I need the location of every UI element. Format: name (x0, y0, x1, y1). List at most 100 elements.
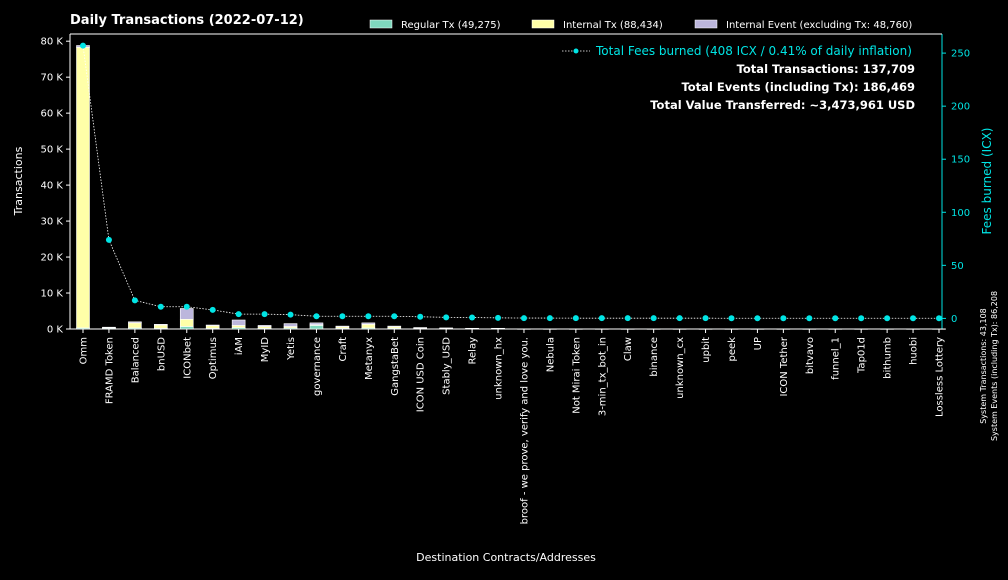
x-tick-label-19: Not Mirai Token (571, 337, 582, 414)
x-tick-label-27: ICON Tether (779, 336, 790, 396)
fees-polyline (82, 45, 939, 319)
bar-2-6 (231, 319, 246, 326)
fees-point-19 (572, 315, 579, 322)
fees-point-0 (80, 42, 86, 49)
x-tick-label-2: Balanced (130, 337, 141, 383)
x-tick-label-24: upbit (701, 337, 712, 363)
legend-swatch-0 (369, 19, 393, 29)
y2-axis-ticks: 0 50 100 150 200 250 (942, 49, 970, 325)
y2-axis-label: Fees burned (ICX) (980, 128, 994, 235)
x-tick-label-1: FRAMD Token (104, 337, 115, 404)
y2-tick-label-0: 0 (951, 314, 957, 325)
x-tick-label-8: Yetis (286, 337, 297, 361)
bar-1-3 (154, 324, 168, 329)
fees-point-2 (131, 297, 138, 304)
bar-1-6 (231, 325, 246, 328)
y-tick-label-5: 50 K (41, 145, 64, 156)
fees-point-29 (832, 315, 839, 322)
fees-point-8 (287, 311, 294, 318)
fees-point-12 (391, 313, 398, 320)
bar-2-5 (205, 324, 220, 327)
legend-label-1: Internal Tx (88,434) (563, 20, 663, 31)
fees-point-3 (157, 303, 164, 310)
fees-point-25 (728, 315, 735, 322)
bar-2-10 (335, 325, 350, 328)
fees-point-6 (235, 311, 242, 318)
y-tick-label-0: 0 K (47, 325, 64, 336)
x-tick-label-12: GangstaBet (390, 337, 401, 396)
y-axis-label: Transactions (12, 146, 25, 216)
info-line-1: Total Events (including Tx): 186,469 (681, 80, 915, 94)
fees-point-1 (105, 236, 112, 243)
x-tick-label-5: Optimus (208, 337, 219, 379)
bar-1-5 (205, 325, 220, 329)
bar-0-4 (179, 326, 194, 330)
x-tick-label-23: unknown_cx (675, 337, 686, 399)
fees-point-16 (495, 314, 502, 321)
fees-point-4 (183, 303, 190, 310)
fees-point-11 (365, 313, 372, 320)
fees-point-22 (650, 315, 657, 322)
bar-2-14 (439, 327, 453, 329)
bar-2-4 (179, 308, 194, 320)
y-tick-label-6: 60 K (41, 109, 64, 120)
x-tick-label-25: peek (727, 337, 738, 362)
x-tick-label-0: Omm (79, 337, 90, 364)
legend-label-2: Internal Event (excluding Tx: 48,760) (726, 20, 912, 31)
y-axis-ticks: 0 K 10 K 20 K 30 K 40 K 50 K 60 K 70 K 80 K (41, 37, 70, 336)
bar-2-16 (491, 327, 505, 330)
x-tick-label-22: binance (649, 337, 660, 377)
x-axis-label: Destination Contracts/Addresses (416, 551, 596, 564)
fees-point-18 (546, 315, 553, 322)
x-tick-label-21: Claw (623, 337, 634, 361)
bar-1-2 (128, 322, 142, 329)
x-tick-label-17: broof - we prove, verify and love you. (519, 337, 530, 524)
y-tick-label-8: 80 K (41, 37, 64, 48)
chart-title: Daily Transactions (2022-07-12) (70, 13, 304, 28)
x-axis-ticks: Omm FRAMD Token Balanced bnUSD ICONbet Optimu… (79, 329, 946, 524)
y-tick-label-7: 70 K (41, 73, 64, 84)
x-tick-label-13: ICON USD Coin (416, 337, 427, 412)
x-tick-label-6: iAM (234, 337, 245, 355)
bar-2-12 (387, 325, 402, 328)
bar-2-8 (283, 323, 298, 327)
fees-point-33 (936, 315, 942, 322)
x-tick-label-9: governance (312, 337, 323, 396)
info-line-0: Total Transactions: 137,709 (737, 62, 915, 76)
fees-point-9 (313, 313, 320, 320)
bar-1-0 (76, 47, 90, 329)
x-tick-label-3: bnUSD (156, 337, 167, 371)
legend: Regular Tx (49,275) Internal Tx (88,434) I… (369, 19, 912, 31)
x-tick-label-7: MyID (260, 337, 271, 362)
bar-1-11 (361, 324, 376, 329)
fees-point-13 (417, 313, 424, 320)
info-box: Total Fees burned (408 ICX / 0.41% of da… (562, 44, 915, 112)
side-note-1: System Events (including Tx): 86,208 (990, 291, 999, 441)
fees-point-28 (806, 315, 813, 322)
bar-0-9 (309, 325, 324, 330)
info-line-2: Total Value Transferred: ~3,473,961 USD (650, 98, 915, 112)
x-tick-label-32: huobi (909, 337, 920, 365)
y-tick-label-3: 30 K (41, 217, 64, 228)
fees-legend-marker (573, 48, 579, 54)
bar-2-3 (154, 324, 168, 326)
y2-tick-label-4: 200 (951, 102, 970, 113)
x-tick-label-30: Tap01d (857, 337, 868, 374)
legend-swatch-1 (531, 19, 555, 29)
fees-point-14 (443, 314, 450, 321)
y-tick-label-2: 20 K (41, 253, 64, 264)
x-tick-label-29: funnel_1 (831, 337, 842, 380)
fees-point-26 (754, 315, 761, 322)
fees-point-31 (884, 315, 891, 322)
bar-2-11 (361, 322, 376, 325)
bar-2-2 (128, 321, 142, 324)
fees-line (80, 42, 942, 322)
fees-point-10 (339, 313, 346, 320)
fees-point-15 (469, 314, 476, 321)
y2-tick-label-2: 100 (951, 208, 970, 219)
bars (76, 45, 946, 330)
fees-point-24 (702, 315, 709, 322)
legend-swatch-2 (694, 19, 718, 29)
x-tick-label-26: UP (753, 337, 764, 350)
